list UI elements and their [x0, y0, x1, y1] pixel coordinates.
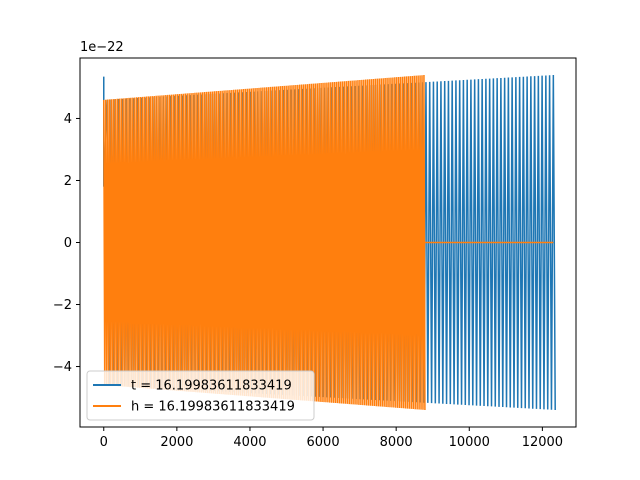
y-offset-label: 1e−22	[80, 40, 124, 55]
x-axis: 0 2000 4000 6000 8000 10000 12000	[100, 427, 563, 450]
legend-entry-label: h = 16.19983611833419	[131, 400, 295, 415]
y-axis: −4 −2 0 2 4	[53, 112, 80, 375]
y-tick-label: 4	[64, 112, 72, 127]
x-tick-label: 6000	[307, 435, 340, 450]
legend-entry-label: t = 16.19983611833419	[131, 379, 292, 394]
legend: t = 16.19983611833419 h = 16.199836118334…	[86, 370, 315, 421]
y-tick-label: 2	[64, 174, 72, 189]
legend-box	[86, 370, 315, 421]
plot-lines	[103, 75, 556, 410]
y-tick-label: −4	[53, 360, 72, 375]
x-tick-label: 10000	[449, 435, 490, 450]
series-line-1	[103, 75, 554, 410]
y-tick-label: 0	[64, 236, 72, 251]
x-tick-label: 2000	[160, 435, 193, 450]
x-tick-label: 4000	[233, 435, 266, 450]
x-tick-label: 12000	[522, 435, 563, 450]
x-tick-label: 0	[100, 435, 108, 450]
y-tick-label: −2	[53, 298, 72, 313]
x-tick-label: 8000	[380, 435, 413, 450]
